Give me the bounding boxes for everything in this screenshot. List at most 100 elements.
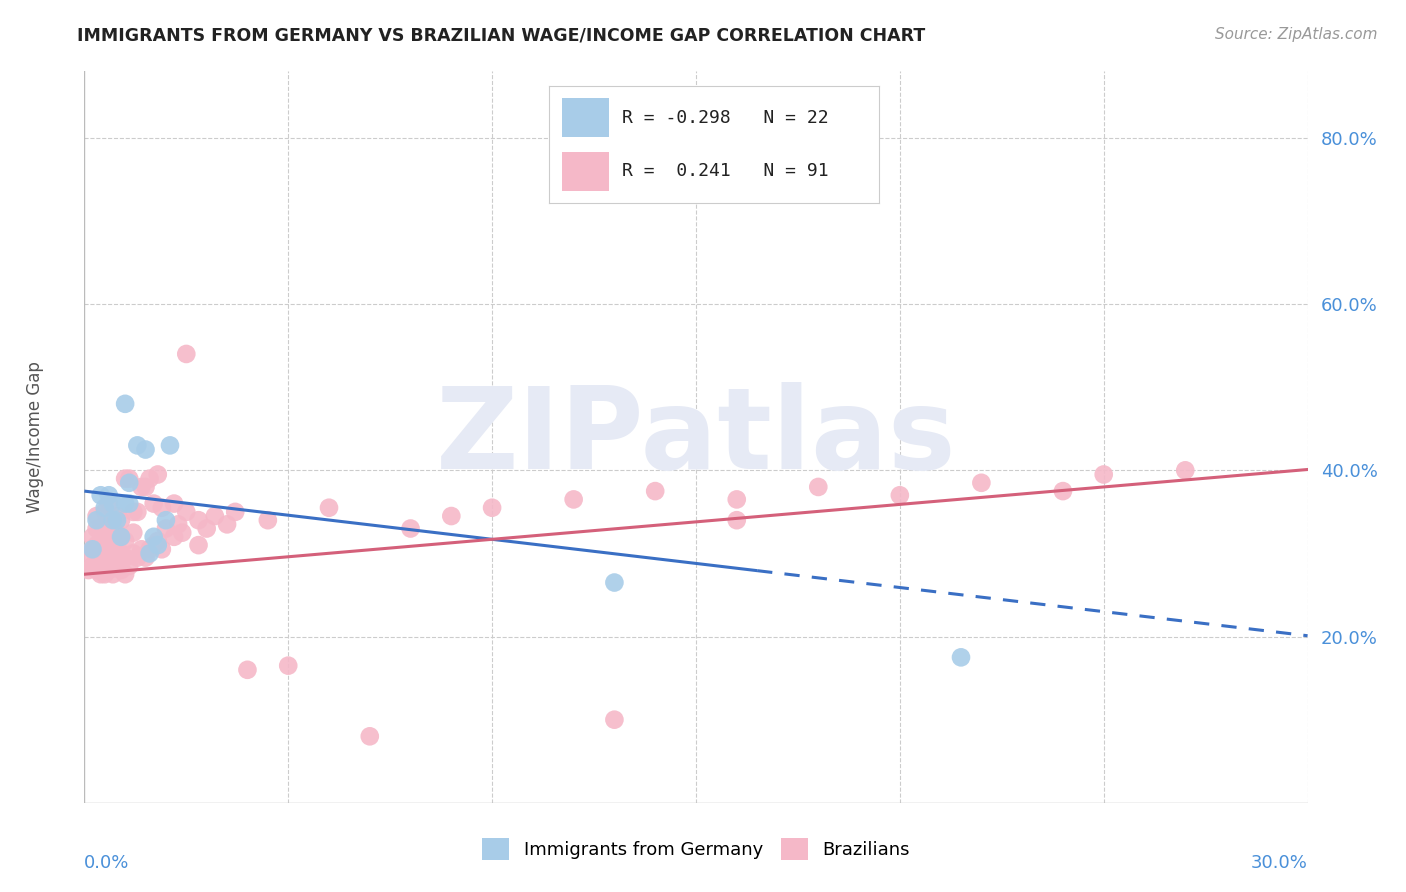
Point (93, 505, 115, 519)
Text: Source: ZipAtlas.com: Source: ZipAtlas.com (1215, 27, 1378, 42)
Point (138, 546, 160, 560)
Point (236, 663, 259, 677)
Point (155, 521, 177, 535)
Point (101, 513, 124, 527)
Point (163, 497, 186, 511)
Point (86, 550, 108, 565)
Point (224, 505, 246, 519)
Point (101, 550, 124, 565)
Point (440, 509, 463, 524)
Point (114, 497, 136, 511)
Point (82, 542, 104, 557)
Point (318, 500, 340, 515)
Point (122, 505, 145, 519)
Point (142, 530, 165, 544)
Point (86, 538, 108, 552)
Point (93, 567, 115, 582)
Point (77, 546, 100, 560)
Point (114, 472, 136, 486)
Point (146, 538, 169, 552)
Point (146, 467, 169, 482)
Point (127, 550, 149, 565)
Point (82, 542, 104, 557)
Point (110, 546, 132, 560)
Point (1052, 484, 1074, 499)
Point (950, 650, 973, 665)
Point (195, 521, 218, 535)
Point (138, 472, 160, 486)
Point (603, 575, 626, 590)
Point (97, 530, 120, 544)
Point (114, 533, 136, 548)
Point (90, 567, 112, 582)
Point (155, 513, 177, 527)
Point (82, 558, 104, 573)
Point (725, 513, 748, 527)
Text: 30.0%: 30.0% (1251, 854, 1308, 872)
Point (159, 438, 181, 452)
Point (86, 563, 108, 577)
Point (90, 521, 112, 535)
Point (187, 513, 209, 527)
Point (644, 484, 666, 499)
Point (101, 533, 124, 548)
Point (110, 563, 132, 577)
Point (399, 521, 422, 535)
Point (174, 505, 197, 519)
Point (114, 550, 136, 565)
Point (562, 492, 585, 507)
Point (82, 530, 104, 544)
Point (118, 475, 141, 490)
Point (150, 500, 173, 515)
Point (97, 497, 120, 511)
Point (93, 517, 115, 532)
Point (90, 533, 112, 548)
Point (725, 492, 748, 507)
Point (97, 513, 120, 527)
Point (217, 517, 239, 532)
Point (150, 542, 173, 557)
Point (90, 550, 112, 565)
Point (118, 472, 141, 486)
Point (172, 525, 194, 540)
Point (114, 397, 136, 411)
Point (86, 521, 108, 535)
Point (97, 546, 120, 560)
Point (90, 488, 112, 502)
Point (807, 480, 830, 494)
Point (122, 546, 145, 560)
Point (135, 442, 157, 457)
Point (105, 525, 128, 540)
Point (138, 542, 160, 557)
Point (603, 713, 626, 727)
Point (105, 558, 128, 573)
Point (481, 500, 503, 515)
Point (142, 497, 165, 511)
Point (105, 509, 128, 524)
Point (110, 530, 132, 544)
Text: ZIPatlas: ZIPatlas (436, 382, 956, 492)
Point (101, 497, 124, 511)
Point (257, 513, 280, 527)
Point (131, 542, 153, 557)
Text: Wage/Income Gap: Wage/Income Gap (27, 361, 45, 513)
Point (110, 513, 132, 527)
Point (1174, 463, 1197, 477)
Point (114, 567, 136, 582)
Text: 0.0%: 0.0% (84, 854, 129, 872)
Point (142, 538, 165, 552)
Point (163, 530, 186, 544)
Text: IMMIGRANTS FROM GERMANY VS BRAZILIAN WAGE/INCOME GAP CORRELATION CHART: IMMIGRANTS FROM GERMANY VS BRAZILIAN WAG… (77, 27, 925, 45)
Point (93, 533, 115, 548)
Point (204, 509, 226, 524)
Point (93, 550, 115, 565)
Point (135, 550, 157, 565)
Point (97, 488, 120, 502)
Point (277, 658, 299, 673)
Point (187, 538, 209, 552)
Point (174, 347, 197, 361)
Point (93, 500, 115, 515)
Point (127, 438, 149, 452)
Point (110, 530, 132, 544)
Point (118, 558, 141, 573)
